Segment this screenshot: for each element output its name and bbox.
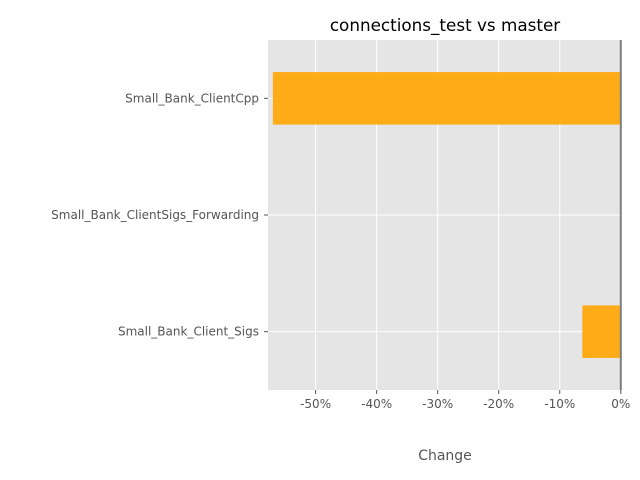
- bar: [582, 305, 621, 358]
- x-axis-label: Change: [418, 448, 472, 464]
- y-tick-label: Small_Bank_ClientSigs_Forwarding: [51, 208, 259, 222]
- chart-title: connections_test vs master: [330, 15, 560, 36]
- x-tick-label: -30%: [422, 397, 453, 411]
- y-ticks: Small_Bank_ClientCpp Small_Bank_ClientSig…: [51, 91, 268, 339]
- x-tick-label: 0%: [611, 397, 630, 411]
- x-tick-label: -50%: [300, 397, 331, 411]
- y-tick-label: Small_Bank_Client_Sigs: [118, 325, 259, 339]
- x-ticks: -50% -40% -30% -20% -10% 0%: [300, 390, 630, 411]
- x-tick-label: -40%: [361, 397, 392, 411]
- x-tick-label: -10%: [544, 397, 575, 411]
- bars: [272, 72, 621, 358]
- x-tick-label: -20%: [483, 397, 514, 411]
- y-tick-label: Small_Bank_ClientCpp: [125, 91, 259, 105]
- bar: [272, 72, 621, 125]
